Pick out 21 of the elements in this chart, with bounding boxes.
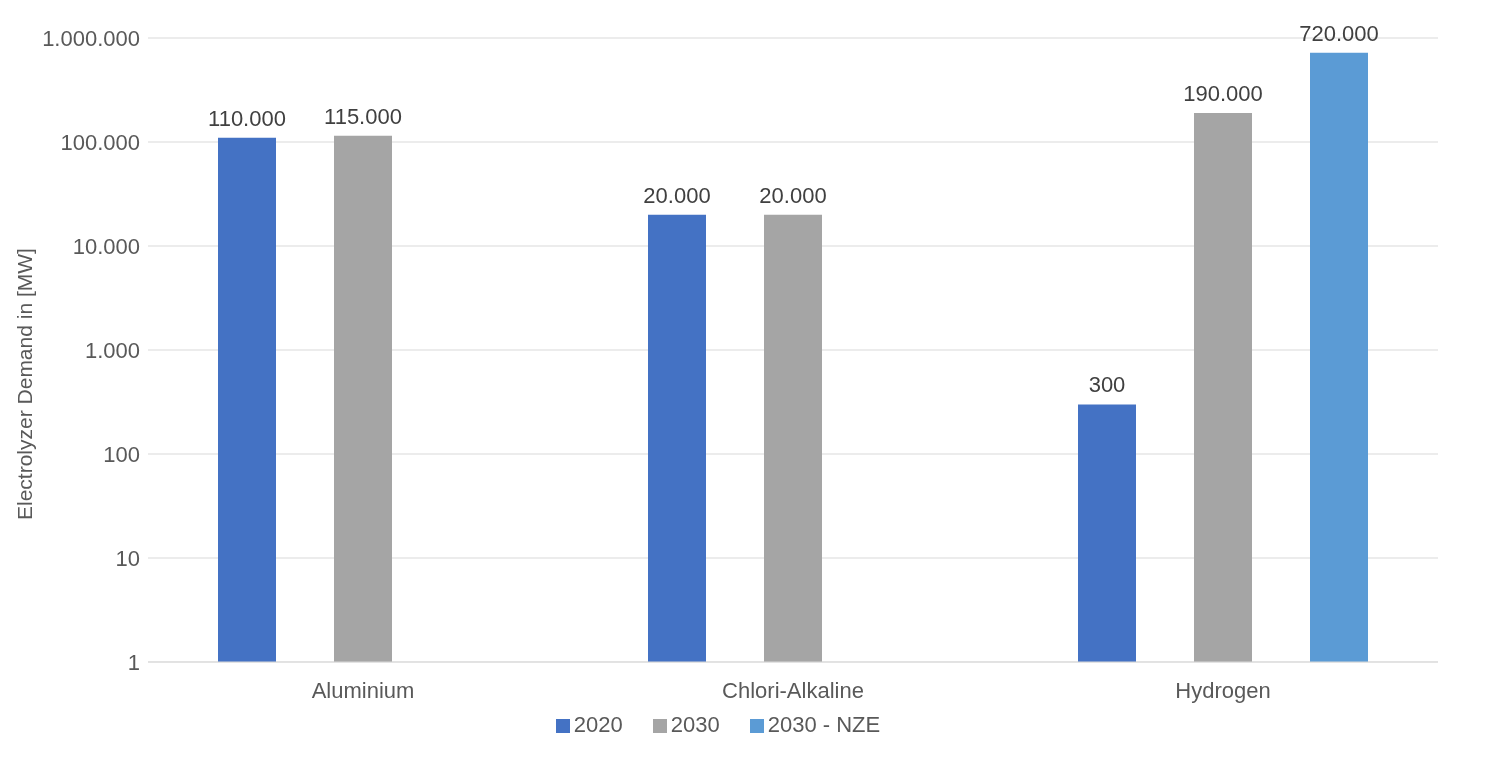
y-axis-title: Electrolyzer Demand in [MW]	[13, 248, 37, 520]
data-label: 20.000	[759, 182, 827, 208]
legend-label: 2020	[573, 712, 623, 737]
y-tick-label: 1	[127, 649, 140, 675]
data-label: 300	[1088, 372, 1126, 398]
y-tick-label: 100.000	[60, 129, 140, 155]
legend-label: 2030	[670, 712, 720, 737]
y-tick-label: 100	[103, 441, 140, 467]
y-tick-label: 1.000.000	[42, 25, 140, 51]
y-tick-label: 10	[115, 545, 140, 571]
legend-label: 2030 - NZE	[767, 712, 881, 737]
data-label: 720.000	[1299, 20, 1379, 46]
data-label: 20.000	[643, 182, 711, 208]
y-tick-label: 1.000	[84, 337, 140, 363]
data-label: 110.000	[208, 105, 286, 131]
y-tick-label: 10.000	[72, 233, 140, 259]
x-tick-label: Hydrogen	[1175, 677, 1271, 703]
x-tick-label: Chlori-Alkaline	[722, 677, 864, 703]
data-label: 190.000	[1183, 81, 1263, 107]
data-label: 115.000	[324, 103, 402, 129]
x-tick-label: Aluminium	[311, 677, 415, 703]
